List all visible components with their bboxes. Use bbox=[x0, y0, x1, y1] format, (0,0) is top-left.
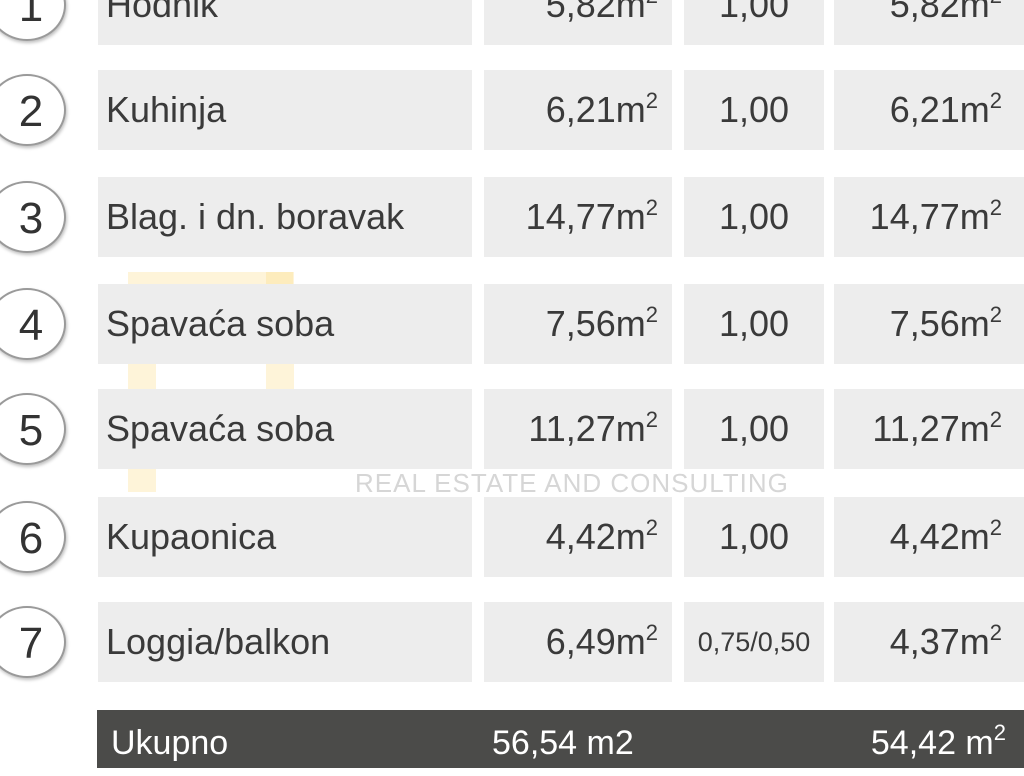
total-area: 56,54 m2 bbox=[492, 724, 634, 762]
room-area: 11,27m2 bbox=[484, 389, 672, 469]
room-area: 14,77m2 bbox=[484, 177, 672, 257]
total-row: Ukupno 56,54 m2 54,42 m2 bbox=[97, 710, 1024, 768]
table-row: Spavaća soba 7,56m2 1,00 7,56m2 4 bbox=[0, 284, 1024, 364]
room-net-area: 7,56m2 bbox=[834, 284, 1024, 364]
room-net-area: 6,21m2 bbox=[834, 70, 1024, 150]
room-coefficient: 1,00 bbox=[684, 389, 824, 469]
room-name: Kupaonica bbox=[98, 497, 472, 577]
room-coefficient: 1,00 bbox=[684, 284, 824, 364]
row-number-badge: 6 bbox=[0, 501, 66, 573]
room-name: Kuhinja bbox=[98, 70, 472, 150]
room-name: Hodnik bbox=[98, 0, 472, 45]
table-row: Kupaonica 4,42m2 1,00 4,42m2 6 bbox=[0, 497, 1024, 577]
row-number-badge: 2 bbox=[0, 74, 66, 146]
room-coefficient: 1,00 bbox=[684, 0, 824, 45]
row-number-badge: 5 bbox=[0, 393, 66, 465]
room-area: 6,21m2 bbox=[484, 70, 672, 150]
table-row: Blag. i dn. boravak 14,77m2 1,00 14,77m2… bbox=[0, 177, 1024, 257]
room-net-area: 11,27m2 bbox=[834, 389, 1024, 469]
room-area: 7,56m2 bbox=[484, 284, 672, 364]
watermark-text: REAL ESTATE AND CONSULTING bbox=[355, 468, 789, 498]
room-coefficient: 1,00 bbox=[684, 177, 824, 257]
room-area: 4,42m2 bbox=[484, 497, 672, 577]
room-name: Spavaća soba bbox=[98, 284, 472, 364]
row-number-badge: 4 bbox=[0, 288, 66, 360]
room-net-area: 4,42m2 bbox=[834, 497, 1024, 577]
room-name: Blag. i dn. boravak bbox=[98, 177, 472, 257]
room-net-area: 14,77m2 bbox=[834, 177, 1024, 257]
room-area: 6,49m2 bbox=[484, 602, 672, 682]
table-row: Loggia/balkon 6,49m2 0,75/0,50 4,37m2 7 bbox=[0, 602, 1024, 682]
total-net-area: 54,42 m2 bbox=[870, 720, 1006, 763]
row-number-badge: 3 bbox=[0, 181, 66, 253]
row-number-badge: 7 bbox=[0, 606, 66, 678]
table-row: Kuhinja 6,21m2 1,00 6,21m2 2 bbox=[0, 70, 1024, 150]
table-row: Spavaća soba 11,27m2 1,00 11,27m2 5 bbox=[0, 389, 1024, 469]
room-name: Spavaća soba bbox=[98, 389, 472, 469]
room-net-area: 5,82m2 bbox=[834, 0, 1024, 45]
room-area: 5,82m2 bbox=[484, 0, 672, 45]
table-row: Hodnik 5,82m2 1,00 5,82m2 1 bbox=[0, 0, 1024, 45]
room-net-area: 4,37m2 bbox=[834, 602, 1024, 682]
room-coefficient: 1,00 bbox=[684, 497, 824, 577]
total-label: Ukupno bbox=[111, 724, 229, 762]
room-coefficient: 1,00 bbox=[684, 70, 824, 150]
room-coefficient: 0,75/0,50 bbox=[684, 602, 824, 682]
room-name: Loggia/balkon bbox=[98, 602, 472, 682]
row-number-badge: 1 bbox=[0, 0, 66, 41]
